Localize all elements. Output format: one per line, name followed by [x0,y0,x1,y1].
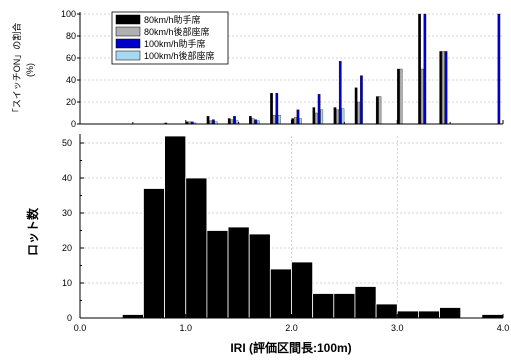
histogram-bar [143,189,164,319]
top-bar [376,97,378,125]
top-bar [276,93,278,124]
top-bar [313,108,315,125]
legend-swatch [116,15,140,24]
bottom-y-tick-label: 20 [62,243,72,253]
top-bar [418,14,420,124]
top-y-tick-label: 80 [66,31,76,41]
top-bar [249,116,251,124]
top-bar [228,119,230,125]
bottom-x-tick-label: 2.0 [285,323,298,333]
histogram-bar [228,227,249,318]
bottom-y-tick-label: 30 [62,208,72,218]
top-bar [355,88,357,124]
top-bar [400,69,402,124]
top-bar [421,69,423,124]
top-bar [336,110,338,124]
top-bar [360,76,362,124]
legend-swatch [116,27,140,36]
top-bar [254,120,256,124]
bottom-x-tick-label: 1.0 [179,323,192,333]
legend-swatch [116,51,140,60]
top-bar [270,93,272,124]
histogram-bar [355,287,376,319]
histogram-bar [186,178,207,318]
top-bar [498,14,500,124]
histogram-bar [482,315,503,319]
histogram-bar [270,269,291,318]
top-bar [294,117,296,124]
top-bar [273,115,275,124]
top-bar [315,113,317,124]
top-bar [334,108,336,125]
top-bar [233,116,235,124]
bottom-x-tick-label: 4.0 [497,323,510,333]
legend-label: 100km/h助手席 [144,38,206,49]
legend-swatch [116,39,140,48]
top-chart-switch-on-ratio: 0 20 40 60 80 100 80km/h助手席80km/h後部座席100km/h助手… [61,9,503,129]
bottom-y-tick-label: 0 [67,313,72,323]
top-bar [358,102,360,124]
bottom-x-tick-label: 3.0 [391,323,404,333]
top-bar [397,69,399,124]
bottom-x-tick-label: 0.0 [74,323,87,333]
top-y-tick-label: 40 [66,75,76,85]
histogram-bar [418,311,439,318]
histogram-bar [376,304,397,318]
histogram-bar [249,234,270,318]
top-bar [318,94,320,124]
top-bar [379,97,381,125]
legend-label: 80km/h助手席 [144,14,201,25]
top-bar [342,109,344,124]
top-bar [321,110,323,124]
top-bar [299,119,301,125]
top-bar [297,110,299,124]
top-bar [442,51,444,124]
histogram-bar [165,136,186,318]
histogram-bar [334,294,355,319]
legend-label: 80km/h後部座席 [144,26,210,37]
bottom-x-axis-label: IRI (評価区間長:100m) [230,340,351,355]
top-bar [212,120,214,124]
top-bar [424,14,426,124]
top-y-tick-label: 0 [71,119,76,129]
top-bar [231,120,233,124]
top-bar [252,119,254,125]
histogram-bar [313,294,334,319]
top-bar [207,116,209,124]
top-y-axis-unit: (%) [25,63,35,77]
bottom-y-tick-label: 50 [62,138,72,148]
top-y-tick-label: 60 [66,53,76,63]
top-bar [278,115,280,124]
top-y-tick-label: 100 [61,9,76,19]
histogram-bar [292,262,313,318]
bottom-y-tick-label: 40 [62,173,72,183]
top-bar [440,51,442,124]
top-bar [339,61,341,124]
bottom-chart-lot-count: 0 10 20 30 40 50 0.0 1.0 2.0 3.0 4.0 [62,134,509,333]
top-bar [445,51,447,124]
legend-label: 100km/h後部座席 [144,50,215,61]
bottom-y-axis-label: ロット数 [25,207,40,256]
bottom-y-tick-label: 10 [62,278,72,288]
histogram-bar [397,311,418,318]
top-y-tick-label: 20 [66,97,76,107]
top-y-axis-label: 「スイッチON」の割合 [11,23,22,118]
histogram-bar [207,231,228,319]
